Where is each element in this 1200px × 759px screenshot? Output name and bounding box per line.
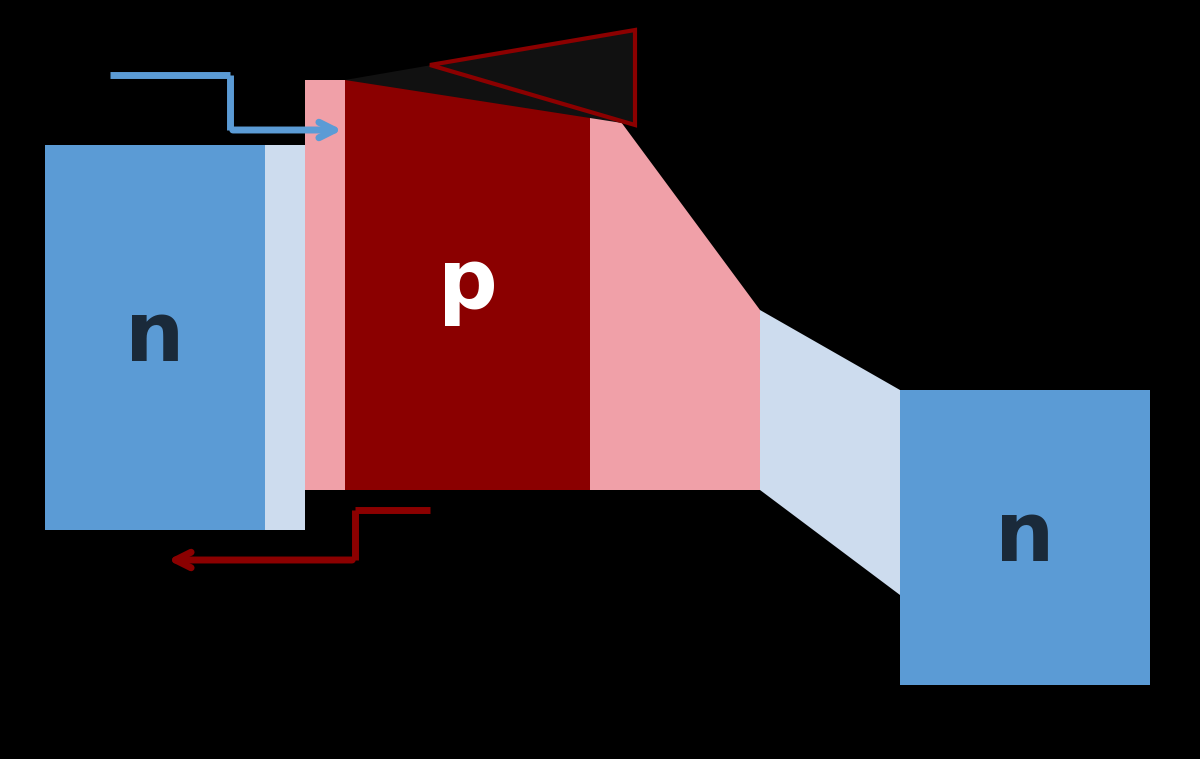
Polygon shape [346,30,635,125]
Polygon shape [46,145,265,530]
Polygon shape [265,145,305,530]
Polygon shape [346,80,590,490]
Polygon shape [590,80,760,490]
Polygon shape [760,310,900,595]
Polygon shape [900,390,1150,685]
Text: n: n [995,497,1055,578]
Text: p: p [438,244,497,326]
Text: n: n [125,297,185,378]
Polygon shape [305,80,346,490]
